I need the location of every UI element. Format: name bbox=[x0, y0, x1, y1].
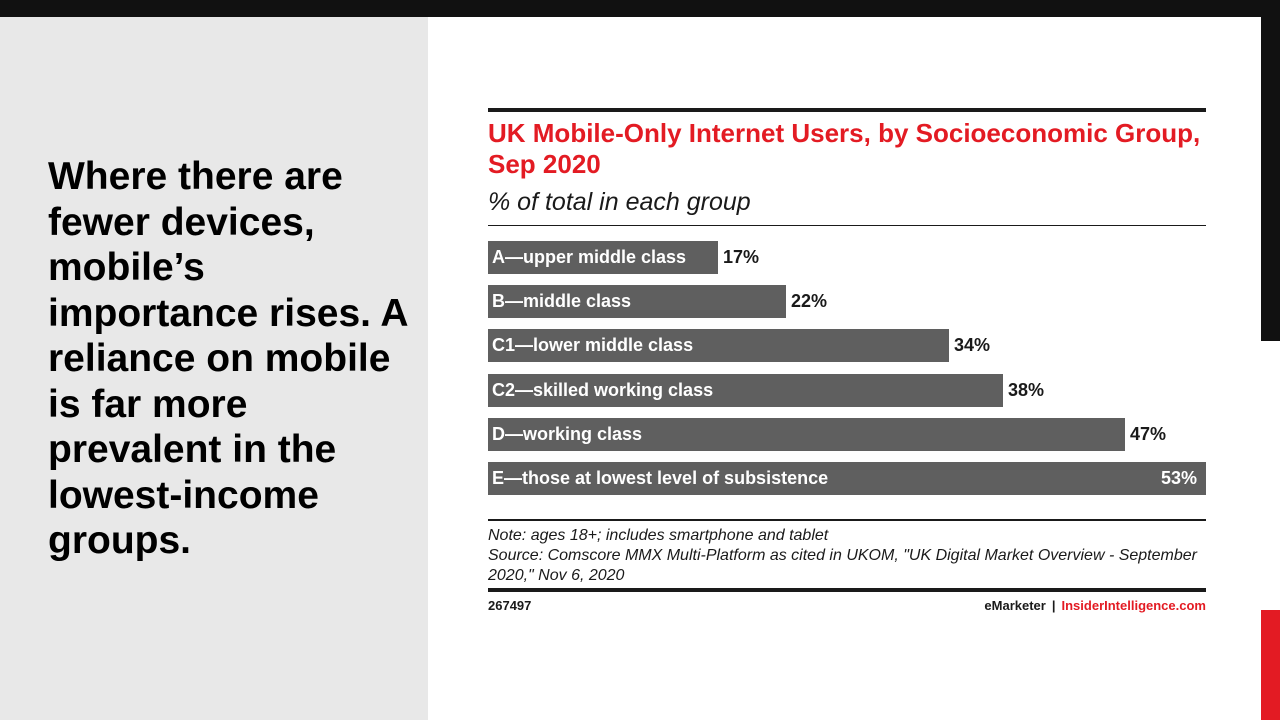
bar-category-label: C2—skilled working class bbox=[492, 380, 714, 400]
bar bbox=[488, 285, 786, 318]
bar-category-label: D—working class bbox=[492, 424, 643, 444]
right-accent-strip-black bbox=[1261, 17, 1280, 341]
chart-bottom-rule bbox=[488, 588, 1206, 592]
bar-category-label: C1—lower middle class bbox=[492, 335, 694, 355]
bar-category-label: E—those at lowest level of subsistence bbox=[492, 468, 829, 488]
bar-value-label: 53% bbox=[1160, 468, 1197, 488]
chart-header-rule bbox=[488, 225, 1206, 226]
brand-separator: | bbox=[1051, 598, 1056, 613]
chart-title: UK Mobile-Only Internet Users, by Socioe… bbox=[488, 118, 1201, 179]
chart-note: Note: ages 18+; includes smartphone and … bbox=[488, 527, 829, 544]
chart-card: UK Mobile-Only Internet Users, by Socioe… bbox=[488, 108, 1206, 618]
bar-category-label: A—upper middle class bbox=[492, 247, 687, 267]
right-accent-strip-red bbox=[1261, 610, 1280, 720]
chart-footer-rule bbox=[488, 519, 1206, 521]
bar-row: C1—lower middle class 34% bbox=[488, 329, 1206, 362]
bar-row: B—middle class 22% bbox=[488, 285, 1206, 318]
bar bbox=[488, 241, 718, 274]
chart-top-rule bbox=[488, 108, 1206, 112]
bar-value-label: 22% bbox=[791, 291, 828, 311]
bar-value-label: 17% bbox=[723, 247, 760, 267]
bar-value-label: 38% bbox=[1008, 380, 1045, 400]
bar-row: E—those at lowest level of subsistence 53… bbox=[488, 462, 1206, 495]
bar bbox=[488, 462, 1206, 495]
chart-subtitle: % of total in each group bbox=[488, 188, 751, 216]
chart-notes: Note: ages 18+; includes smartphone and … bbox=[488, 526, 1206, 586]
bar-value-label: 34% bbox=[954, 335, 991, 355]
bar-row: D—working class 47% bbox=[488, 418, 1206, 451]
left-panel bbox=[0, 17, 428, 720]
brand-insider-link[interactable]: InsiderIntelligence.com bbox=[1061, 598, 1207, 613]
chart-id: 267497 bbox=[488, 598, 532, 613]
bar bbox=[488, 418, 1125, 451]
bar-row: A—upper middle class 17% bbox=[488, 241, 1206, 274]
bar-row: C2—skilled working class 38% bbox=[488, 374, 1206, 407]
brand-emarketer: eMarketer bbox=[984, 598, 1046, 613]
bar bbox=[488, 374, 1003, 407]
bar-chart: A—upper middle class 17% B—middle class 22%… bbox=[488, 241, 1206, 501]
bar-category-label: B—middle class bbox=[492, 291, 632, 311]
bar bbox=[488, 329, 949, 362]
brand-footer: eMarketer | InsiderIntelligence.com bbox=[984, 598, 1206, 613]
chart-source: Source: Comscore MMX Multi-Platform as c… bbox=[488, 547, 1197, 584]
bar-value-label: 47% bbox=[1130, 424, 1167, 444]
slide-headline: Where there are fewer devices, mobile’s … bbox=[48, 155, 408, 562]
top-bar bbox=[0, 0, 1280, 17]
